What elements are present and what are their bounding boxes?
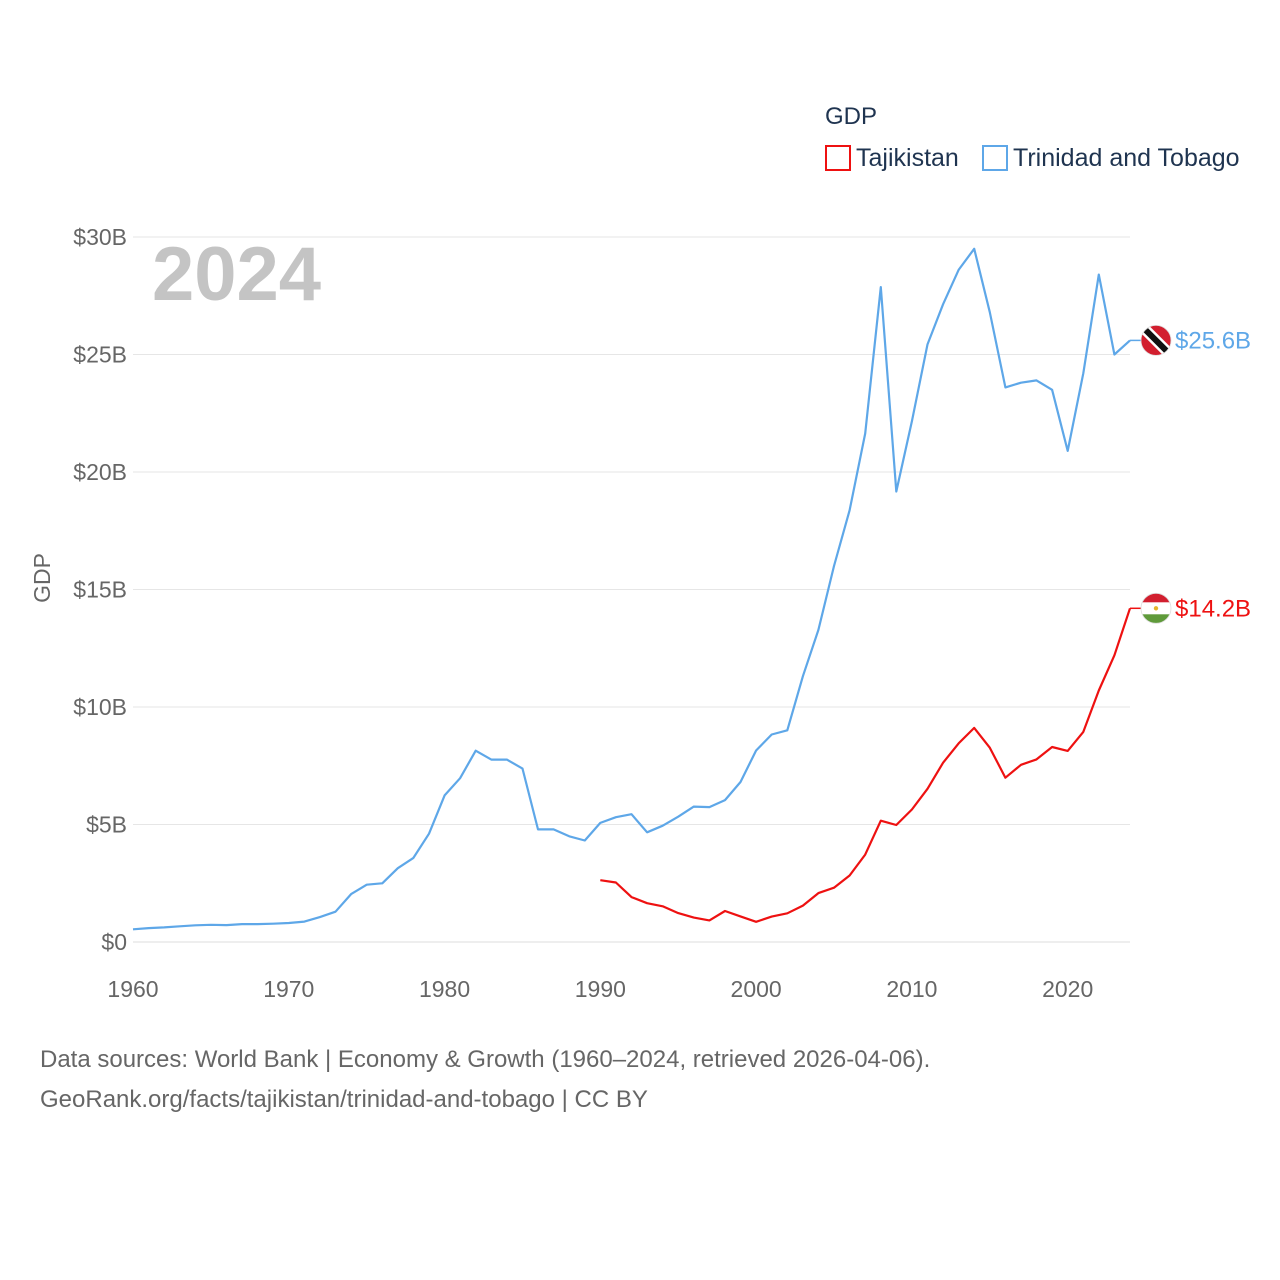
x-tick-label: 2020 [1042,976,1093,1002]
x-tick-label: 1960 [107,976,158,1002]
y-tick-label: $5B [86,812,127,838]
x-tick-label: 1980 [419,976,470,1002]
y-tick-label: $15B [73,577,127,603]
y-tick-label: $0 [101,929,127,955]
x-tick-label: 2010 [886,976,937,1002]
y-axis-label: GDP [29,553,55,603]
series-lines [132,247,1132,931]
trinidad-and-tobago-flag-icon [1140,324,1172,356]
series-line-tajikistan [600,607,1132,923]
y-axis-ticks: $0 $5B $10B $15B $20B $25B $30B [73,224,127,955]
legend-title: GDP [825,103,877,130]
y-tick-label: $25B [73,342,127,368]
legend-swatch-tajikistan [825,145,851,171]
x-tick-label: 1990 [575,976,626,1002]
x-tick-label: 2000 [731,976,782,1002]
y-tick-label: $10B [73,694,127,720]
legend-swatch-trinidad-and-tobago [982,145,1008,171]
year-watermark: 2024 [152,232,321,317]
legend-item-tajikistan[interactable]: Tajikistan [825,144,959,172]
end-label-trinidad-and-tobago: $25.6B [1175,327,1251,354]
x-axis-ticks: 1960 1970 1980 1990 2000 2010 2020 [107,976,1093,1002]
legend: GDP Tajikistan Trinidad and Tobago [825,103,1240,172]
tajikistan-flag-icon [1140,592,1172,624]
footer-sources: Data sources: World Bank | Economy & Gro… [40,1046,931,1073]
end-labels: $14.2B $25.6B [1130,324,1251,624]
end-label-tajikistan: $14.2B [1175,595,1251,622]
legend-item-trinidad-and-tobago[interactable]: Trinidad and Tobago [982,144,1240,172]
footer: Data sources: World Bank | Economy & Gro… [40,1040,930,1120]
x-tick-label: 1970 [263,976,314,1002]
y-tick-label: $20B [73,459,127,485]
grid-lines [133,236,1130,943]
y-tick-label: $30B [73,224,127,250]
legend-label-trinidad-and-tobago: Trinidad and Tobago [1013,144,1240,172]
series-line-trinidad-and-tobago [132,247,1131,931]
footer-link: GeoRank.org/facts/tajikistan/trinidad-an… [40,1086,648,1113]
legend-label-tajikistan: Tajikistan [856,144,959,172]
